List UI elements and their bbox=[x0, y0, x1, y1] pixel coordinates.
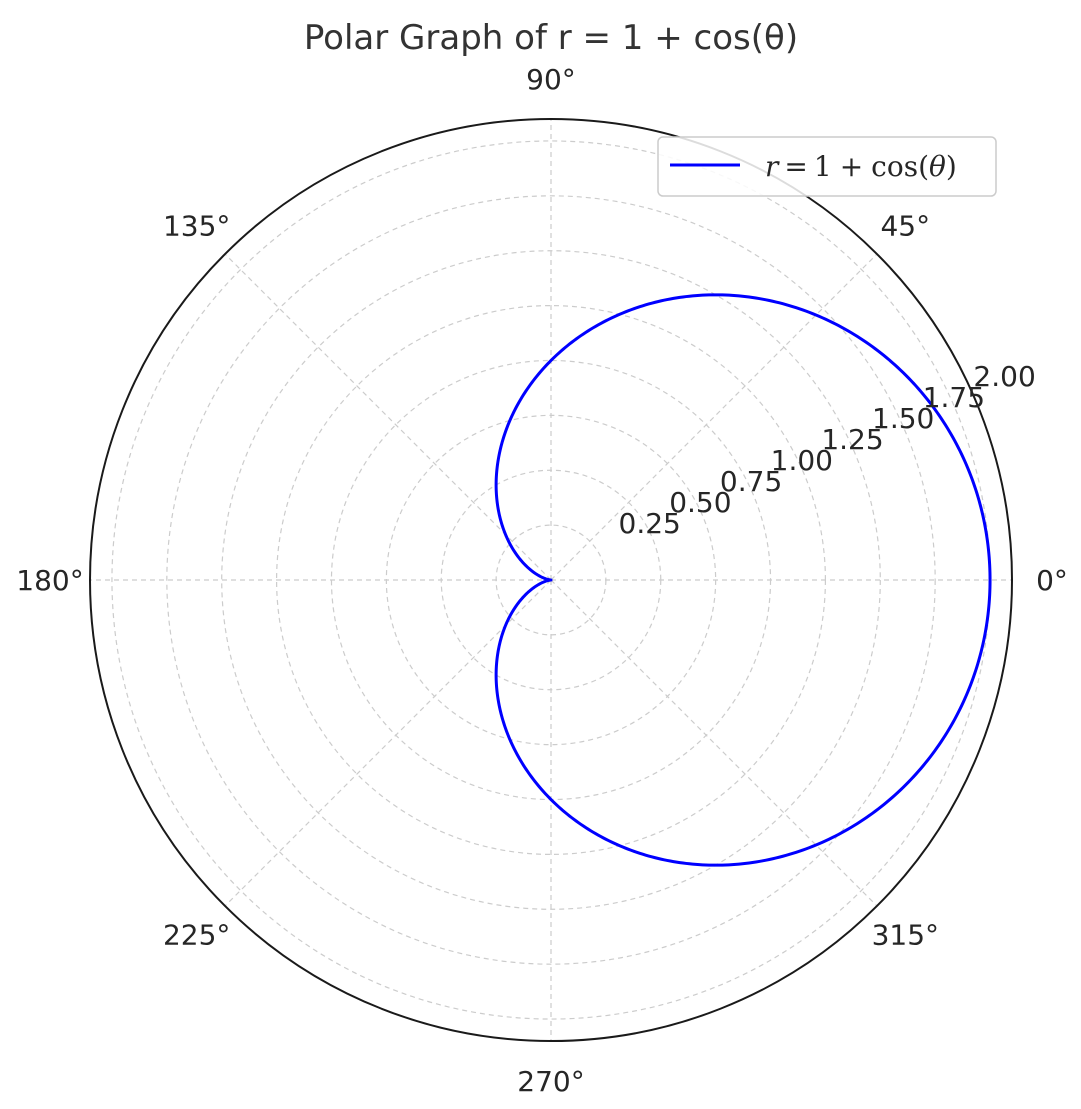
legend-entry-label: r = 1 + cos(θ) bbox=[765, 150, 957, 183]
theta-tick-label-0: 0° bbox=[1036, 564, 1068, 597]
legend-r: r bbox=[765, 150, 780, 183]
legend-cos: cos( bbox=[871, 150, 929, 183]
theta-gridline-3 bbox=[224, 253, 552, 581]
legend-theta: θ bbox=[929, 150, 946, 183]
theta-tick-label-4: 180° bbox=[16, 564, 83, 597]
legend-box bbox=[657, 136, 997, 197]
theta-tick-label-2: 90° bbox=[526, 63, 576, 96]
theta-tick-label-1: 45° bbox=[880, 210, 930, 243]
legend-close: ) bbox=[946, 150, 957, 183]
theta-gridline-1 bbox=[550, 253, 878, 581]
legend-plus: + bbox=[840, 150, 863, 183]
r-gridline-6 bbox=[166, 195, 936, 965]
r-tick-label-4: 1.25 bbox=[821, 423, 883, 456]
r-tick-label-1: 0.50 bbox=[669, 486, 731, 519]
r-tick-label-5: 1.50 bbox=[872, 402, 934, 435]
theta-tick-label-5: 225° bbox=[163, 918, 230, 951]
theta-gridline-5 bbox=[224, 579, 552, 907]
theta-gridline-7 bbox=[550, 579, 878, 907]
series-line-0 bbox=[494, 293, 992, 867]
r-tick-label-0: 0.25 bbox=[619, 507, 681, 540]
r-tick-label-7: 2.00 bbox=[973, 360, 1035, 393]
theta-tick-label-7: 315° bbox=[872, 918, 939, 951]
r-tick-label-3: 1.00 bbox=[771, 444, 833, 477]
series-layer bbox=[494, 293, 992, 867]
chart-title: Polar Graph of r = 1 + cos(θ) bbox=[304, 18, 798, 58]
r-gridline-5 bbox=[221, 250, 881, 910]
legend: r = 1 + cos(θ) bbox=[657, 136, 997, 197]
label-layer: 0° 45° 90° 135° 180° 225° 270° 315° 0.250.500.75… bbox=[16, 63, 1068, 1098]
grid-layer bbox=[90, 119, 1012, 1041]
r-tick-label-2: 0.75 bbox=[720, 465, 782, 498]
legend-one: 1 bbox=[814, 150, 832, 183]
theta-tick-label-3: 135° bbox=[163, 210, 230, 243]
r-tick-label-6: 1.75 bbox=[923, 381, 985, 414]
polar-frame bbox=[89, 118, 1013, 1042]
frame-layer bbox=[89, 118, 1013, 1042]
legend-eq: = bbox=[784, 150, 807, 183]
theta-tick-label-6: 270° bbox=[517, 1065, 584, 1098]
